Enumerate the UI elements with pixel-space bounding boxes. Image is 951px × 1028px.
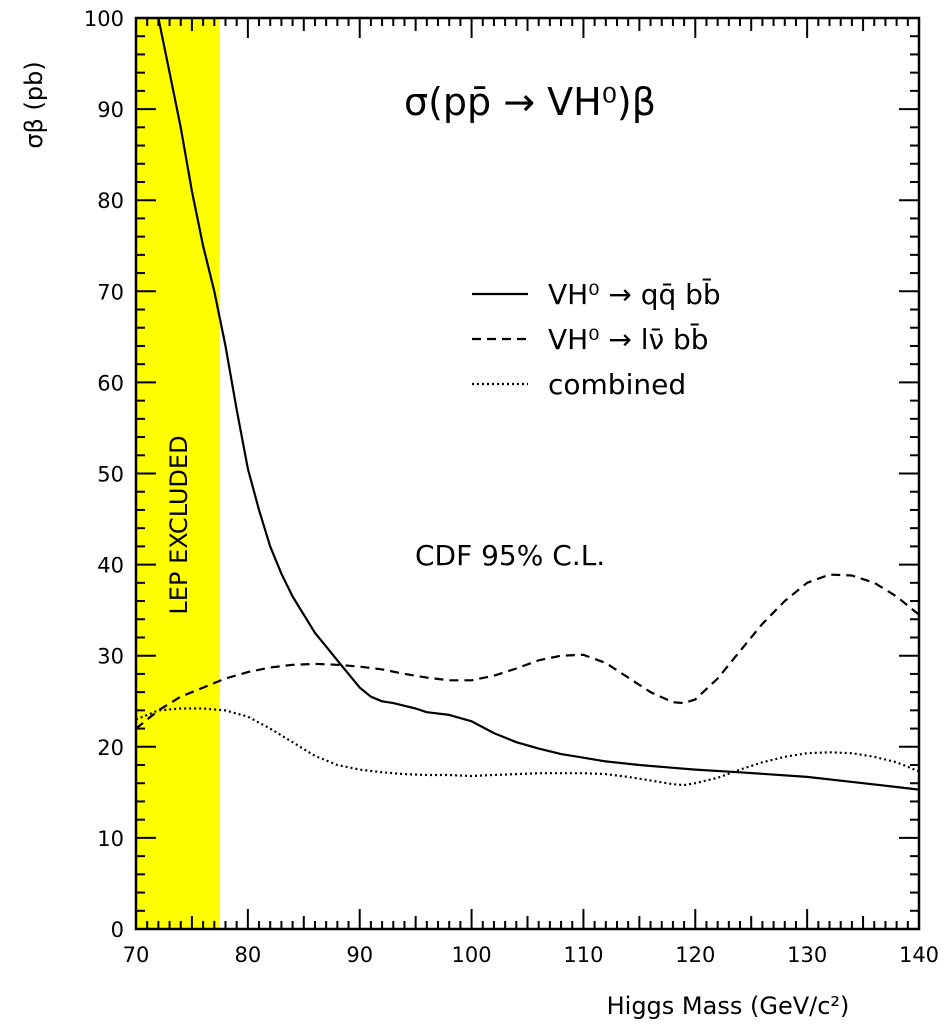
lep-excluded-label: LEP EXCLUDED [165,435,193,614]
y-tick-label: 80 [97,189,124,213]
y-axis-title: σβ (pb) [20,61,48,148]
x-tick-label: 130 [787,943,827,967]
axis-ticks: 70 80 90 100 110 120 130 140 0 10 20 30 40 50 60 70 80 90… [84,7,939,967]
x-tick-label: 120 [675,943,715,967]
series-line-solid [157,18,919,791]
y-tick-label: 50 [97,463,124,487]
y-tick-label: 40 [97,554,124,578]
legend-entry: combined [548,368,686,401]
series-line-dashed [136,573,919,730]
y-tick-label: 20 [97,736,124,760]
legend: VH⁰ → qq̄ bb̄ VH⁰ → lν̄ bb̄ combined [472,277,721,401]
y-tick-label: 90 [97,98,124,122]
x-tick-label: 100 [452,943,492,967]
y-tick-label: 30 [97,645,124,669]
chart-title: σ(pp̄ → VH⁰)β [404,80,656,124]
y-tick-label: 60 [97,371,124,395]
plot-frame [134,16,921,931]
x-tick-label: 80 [234,943,261,967]
cl-annotation: CDF 95% C.L. [415,539,605,572]
x-tick-label: 70 [123,943,150,967]
legend-entry: VH⁰ → qq̄ bb̄ [548,277,721,311]
y-tick-label: 100 [84,7,124,31]
y-tick-label: 0 [111,918,124,942]
series-line-dotted [136,707,919,787]
x-tick-label: 90 [346,943,373,967]
legend-entry: VH⁰ → lν̄ bb̄ [548,322,709,356]
curves [136,18,919,791]
x-tick-label: 140 [899,943,939,967]
x-tick-label: 110 [563,943,603,967]
x-axis-title: Higgs Mass (GeV/c²) [607,992,850,1020]
y-tick-label: 70 [97,280,124,304]
y-tick-label: 10 [97,827,124,851]
